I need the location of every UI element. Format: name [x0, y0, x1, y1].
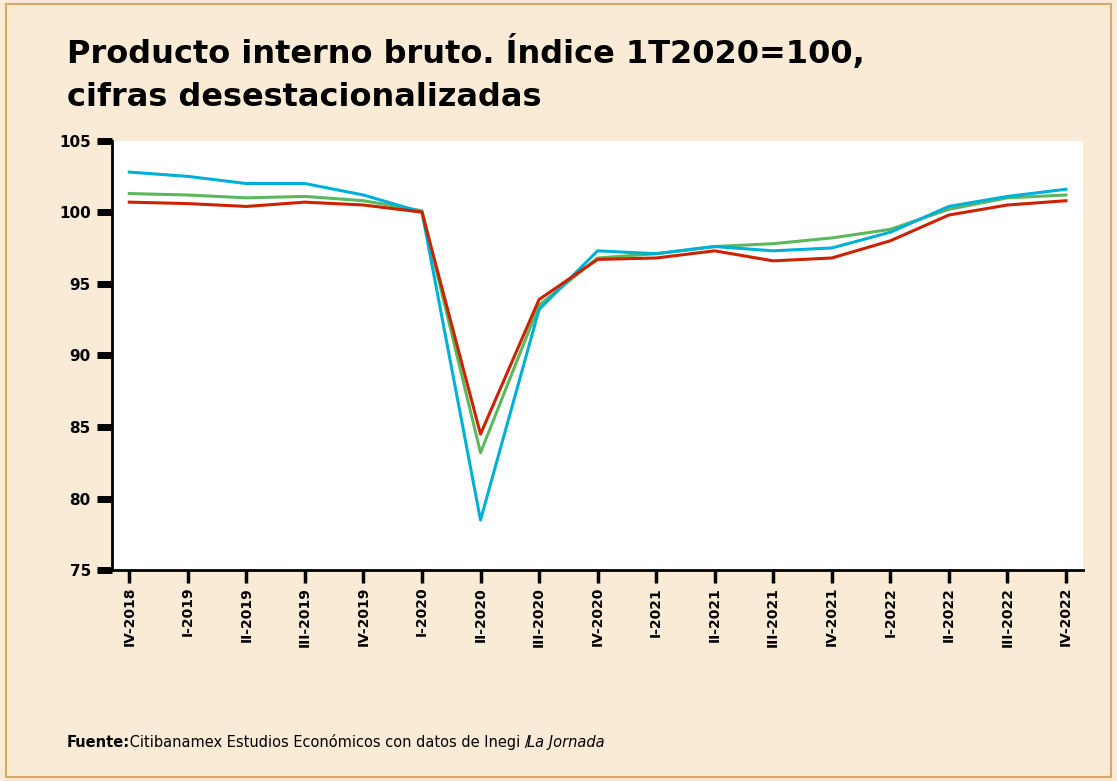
Text: Producto interno bruto. Índice 1T2020=100,: Producto interno bruto. Índice 1T2020=10… [67, 35, 865, 70]
Text: Citibanamex Estudios Económicos con datos de Inegi /: Citibanamex Estudios Económicos con dato… [125, 734, 534, 750]
Text: La Jornada: La Jornada [527, 735, 604, 750]
Text: Fuente:: Fuente: [67, 735, 131, 750]
Text: cifras desestacionalizadas: cifras desestacionalizadas [67, 82, 542, 113]
